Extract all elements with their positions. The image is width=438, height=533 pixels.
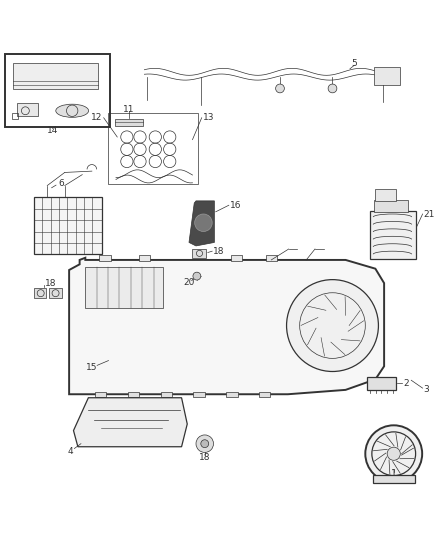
Polygon shape [189,201,214,246]
Text: 3: 3 [424,385,429,394]
Ellipse shape [56,104,88,117]
Text: 14: 14 [47,126,58,135]
Text: 2: 2 [403,379,409,388]
Text: 12: 12 [92,113,103,122]
Text: 6: 6 [58,179,64,188]
Bar [367,377,396,390]
Bar [374,67,400,85]
Bar [13,63,99,90]
Text: 20: 20 [184,278,194,287]
Text: 18: 18 [213,247,225,256]
Bar [109,114,198,184]
Bar [226,392,237,397]
Bar [95,392,106,397]
Bar [373,475,415,483]
Circle shape [193,272,201,280]
Bar [192,249,206,258]
Bar [259,392,270,397]
Circle shape [201,440,208,448]
Bar [34,197,102,254]
Bar [161,392,172,397]
Bar [99,255,111,261]
Bar [128,392,139,397]
Bar [139,255,150,261]
Text: 13: 13 [202,113,214,122]
Circle shape [196,435,213,453]
Bar [370,211,416,259]
Circle shape [286,280,378,372]
Text: 11: 11 [123,104,134,114]
Text: 5: 5 [351,59,357,68]
Bar [5,54,110,126]
Text: 18: 18 [45,279,56,288]
Polygon shape [74,398,187,447]
Bar [265,255,277,261]
Bar [375,189,396,201]
Polygon shape [69,258,384,394]
Bar [115,119,143,126]
Circle shape [328,84,337,93]
Bar [12,112,18,119]
Text: 16: 16 [230,201,241,210]
Bar [34,288,46,298]
Bar [49,288,62,298]
Text: 4: 4 [68,447,74,456]
Circle shape [365,425,422,482]
Bar [17,103,38,116]
Text: 15: 15 [86,364,98,373]
Bar [85,266,163,308]
Circle shape [276,84,284,93]
Bar [230,255,242,261]
Circle shape [387,447,400,461]
Text: 21: 21 [424,209,435,219]
Circle shape [194,214,212,231]
Text: 18: 18 [199,453,211,462]
Text: 1: 1 [391,470,397,479]
Bar [193,392,205,397]
Bar [374,199,408,212]
